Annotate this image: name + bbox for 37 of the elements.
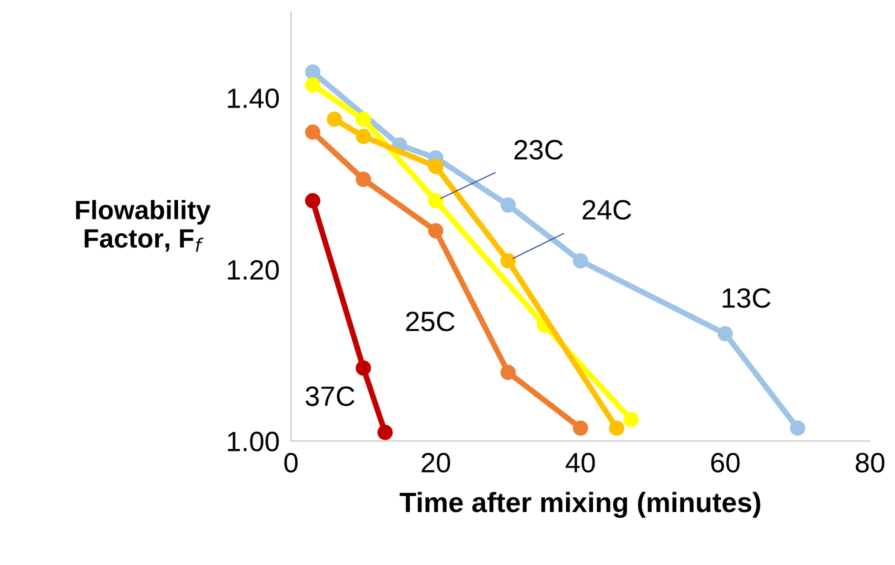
annotation: 24C bbox=[582, 200, 632, 220]
point bbox=[356, 112, 372, 127]
y-tick-label: 1.00 bbox=[228, 432, 279, 452]
point bbox=[326, 112, 342, 127]
x-tick-label: 0 bbox=[284, 452, 298, 473]
annotation: 25C bbox=[406, 312, 455, 332]
point bbox=[609, 420, 624, 436]
x-axis-title: Time after mixing (minutes) bbox=[400, 492, 760, 518]
point bbox=[428, 193, 444, 208]
point bbox=[718, 326, 733, 342]
point bbox=[572, 253, 588, 268]
point bbox=[790, 420, 806, 436]
point bbox=[305, 77, 320, 93]
point bbox=[356, 128, 372, 144]
point bbox=[572, 420, 588, 436]
x-tick-label: 20 bbox=[422, 452, 450, 473]
point bbox=[305, 124, 320, 140]
point bbox=[356, 360, 372, 376]
point bbox=[305, 193, 320, 208]
x-tick-label: 40 bbox=[566, 452, 595, 473]
y-axis-title: Flowability Factor, F$_{f}$ bbox=[76, 200, 211, 252]
x-tick-label: 60 bbox=[711, 452, 740, 473]
point bbox=[428, 223, 444, 238]
point bbox=[305, 64, 320, 80]
annotation: 37C bbox=[306, 386, 354, 406]
y-tick-label: 1.40 bbox=[228, 88, 279, 108]
point bbox=[500, 253, 516, 268]
point bbox=[428, 158, 444, 174]
annotation: 13C bbox=[722, 288, 771, 308]
point bbox=[500, 364, 516, 380]
point bbox=[624, 412, 639, 428]
x-tick-label: 80 bbox=[856, 452, 884, 473]
point bbox=[500, 197, 516, 213]
annotation: 23C bbox=[514, 140, 563, 160]
y-tick-label: 1.20 bbox=[228, 260, 279, 280]
point bbox=[377, 424, 393, 440]
point bbox=[356, 172, 372, 187]
